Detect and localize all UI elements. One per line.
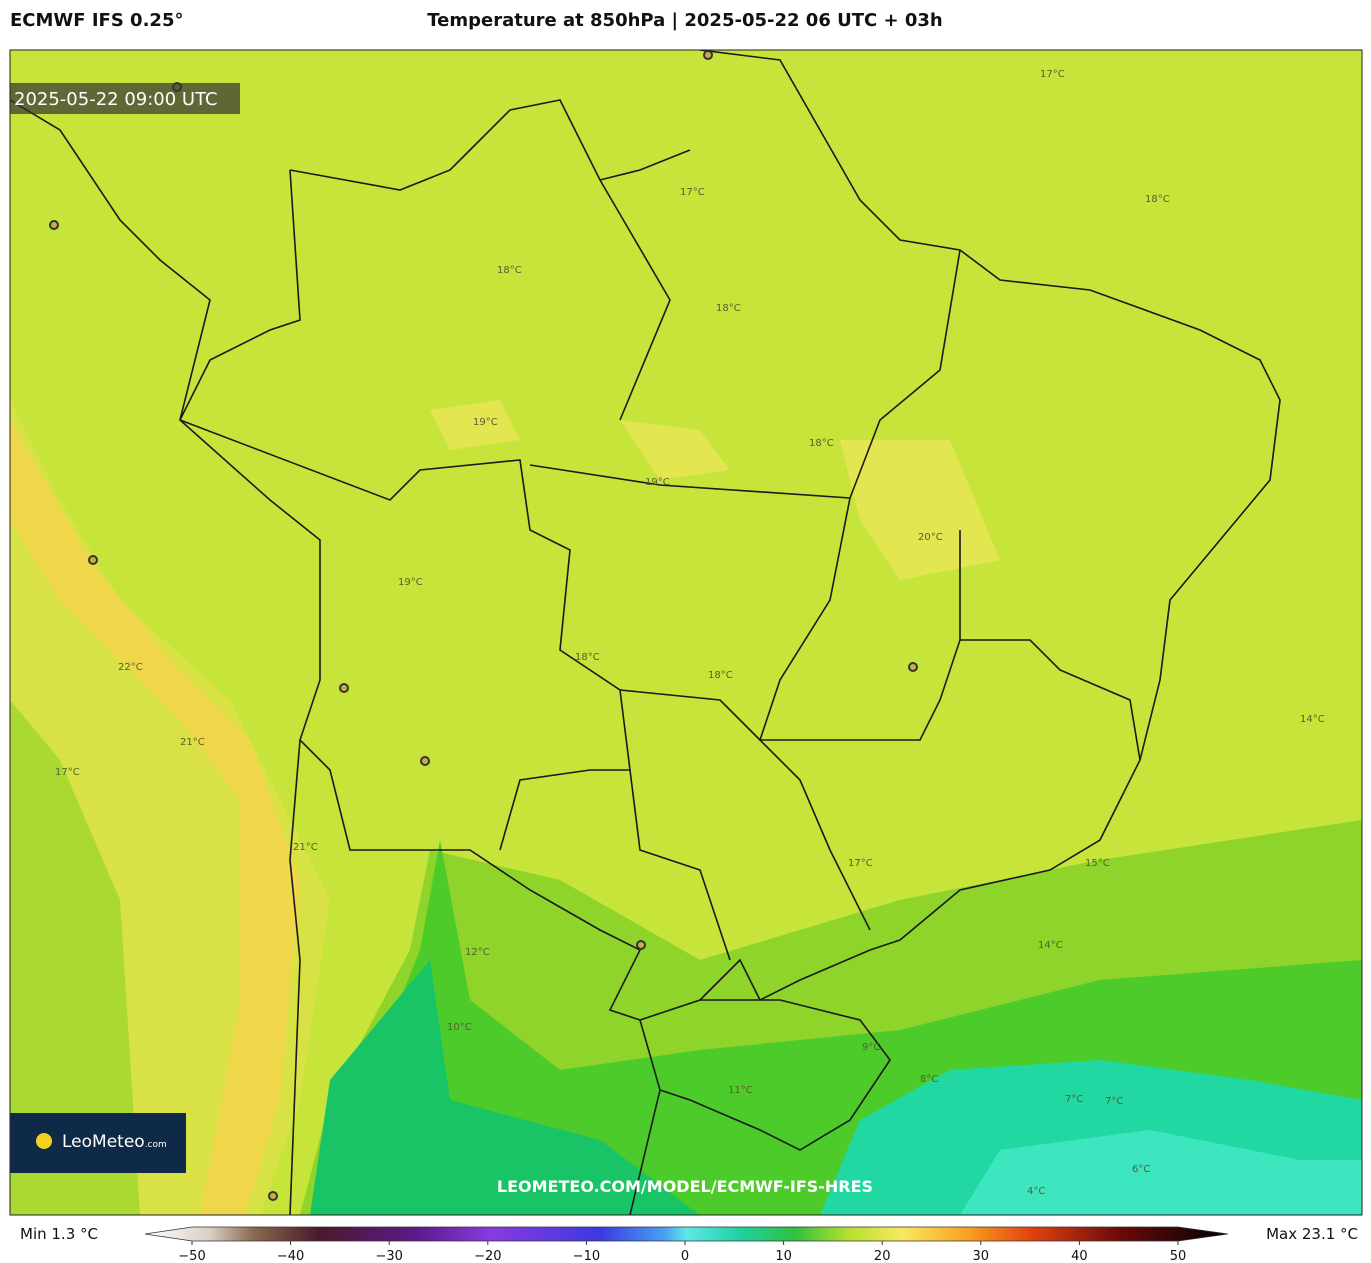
map-title: Temperature at 850hPa | 2025-05-22 06 UT… (427, 10, 942, 31)
contour-label: 21°C (180, 737, 205, 748)
tick-label: 30 (973, 1249, 990, 1263)
contour-label: 18°C (575, 652, 600, 663)
contour-label: 17°C (848, 858, 873, 869)
contour-label: 11°C (728, 1085, 753, 1096)
tick-label: 50 (1170, 1249, 1187, 1263)
tick-label: 20 (874, 1249, 891, 1263)
contour-label: 18°C (809, 438, 834, 449)
contour-label: 10°C (447, 1022, 472, 1033)
max-label: Max 23.1 °C (1266, 1225, 1358, 1243)
tick-label: −50 (178, 1249, 205, 1263)
contour-label: 18°C (716, 303, 741, 314)
map-frame (9, 49, 1363, 1216)
logo: LeoMeteo.com (62, 1132, 167, 1152)
contour-label: 18°C (497, 265, 522, 276)
contour-label: 14°C (1038, 940, 1063, 951)
contour-label: 15°C (1085, 858, 1110, 869)
contour-label: 7°C (1065, 1094, 1083, 1105)
contour-label: 7°C (1105, 1096, 1123, 1107)
contour-label: 20°C (918, 532, 943, 543)
contour-label: 19°C (398, 577, 423, 588)
contour-label: 17°C (1040, 69, 1065, 80)
colorbar (144, 1226, 1229, 1242)
contour-label: 19°C (645, 477, 670, 488)
logo-name: LeoMeteo (62, 1132, 145, 1152)
model-name: ECMWF IFS 0.25° (10, 10, 183, 31)
contour-labels: 17°C 18°C 18°C 19°C 19°C 18°C 17°C 18°C … (55, 69, 1325, 1197)
contour-label: 17°C (680, 187, 705, 198)
contour-label: 12°C (465, 947, 490, 958)
contour-label: 18°C (708, 670, 733, 681)
tick-label: −20 (474, 1249, 501, 1263)
contour-label: 9°C (862, 1042, 880, 1053)
tick-label: −30 (375, 1249, 402, 1263)
city-markers (49, 50, 918, 1201)
tick-label: 10 (775, 1249, 792, 1263)
contour-label: 4°C (1027, 1186, 1045, 1197)
tick-label: 0 (681, 1249, 689, 1263)
watermark: LEOMETEO.COM/MODEL/ECMWF-IFS-HRES (497, 1177, 873, 1196)
valid-time: 2025-05-22 09:00 UTC (14, 89, 218, 110)
borders (10, 50, 1281, 1215)
logo-sun (36, 1133, 52, 1149)
contour-label: 19°C (473, 417, 498, 428)
tick-label: −40 (277, 1249, 304, 1263)
map: 17°C 18°C 18°C 19°C 19°C 18°C 17°C 18°C … (10, 50, 1362, 1215)
min-label: Min 1.3 °C (20, 1225, 98, 1243)
tick-label: 40 (1071, 1249, 1088, 1263)
time-box (10, 83, 240, 114)
contour-label: 22°C (118, 662, 143, 673)
tick-label: −10 (573, 1249, 600, 1263)
contour-label: 6°C (1132, 1164, 1150, 1175)
contour-label: 14°C (1300, 714, 1325, 725)
contour-label: 17°C (55, 767, 80, 778)
contour-label: 21°C (293, 842, 318, 853)
contour-label: 18°C (1145, 194, 1170, 205)
colorbar-ticks: −50 −40 −30 −20 −10 0 10 20 30 40 50 (178, 1241, 1186, 1263)
contour-label: 8°C (920, 1074, 938, 1085)
logo-suffix: .com (145, 1140, 167, 1150)
